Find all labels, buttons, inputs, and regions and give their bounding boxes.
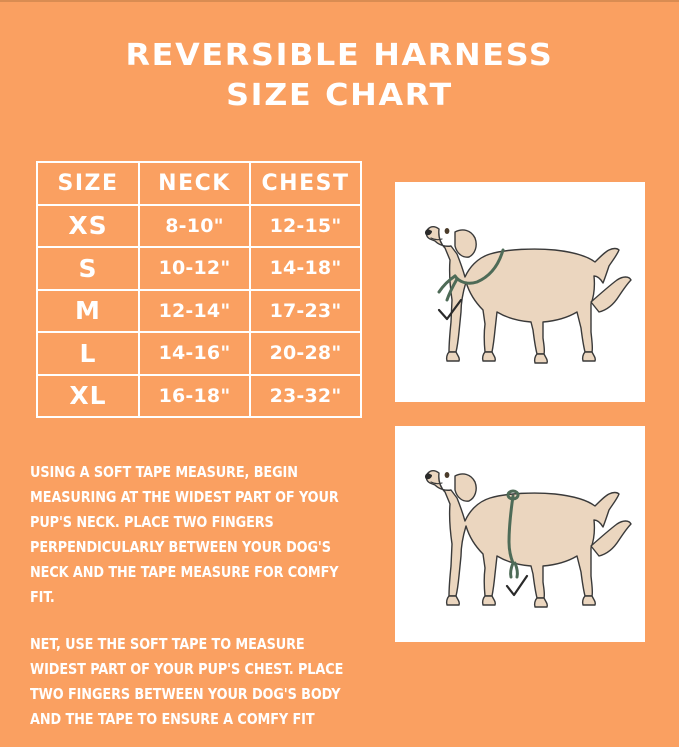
title-line-1: REVERSIBLE HARNESS (125, 38, 554, 73)
check-mark-icon (505, 574, 529, 597)
dog-chest-measurement-icon (424, 470, 632, 608)
instruction-paragraph-neck: USING A SOFT TAPE MEASURE, BEGIN MEASURI… (30, 463, 339, 607)
table-header-row: SIZE NECK CHEST (36, 161, 362, 206)
instructions-block: USING A SOFT TAPE MEASURE, BEGIN MEASURI… (30, 445, 375, 747)
cell-neck: 10-12" (138, 246, 251, 291)
cell-size: XL (36, 373, 140, 418)
cell-neck: 16-18" (138, 373, 251, 418)
cell-chest: 23-32" (249, 373, 362, 418)
table-row: M 12-14" 17-23" (36, 288, 362, 333)
cell-chest: 12-15" (249, 203, 362, 248)
table-row: L 14-16" 20-28" (36, 331, 362, 376)
check-mark-icon (437, 298, 463, 321)
dog-neck-measurement-icon (424, 226, 632, 364)
cell-chest: 20-28" (249, 331, 362, 376)
cell-chest: 17-23" (249, 288, 362, 333)
illustration-panel-neck (395, 182, 645, 402)
chest-tape-measure-icon (506, 489, 520, 579)
instruction-paragraph-chest: NET, USE THE SOFT TAPE TO MEASURE WIDEST… (30, 635, 344, 729)
cell-size: S (36, 246, 140, 291)
illustration-panel-chest (395, 426, 645, 642)
table-row: XS 8-10" 12-15" (36, 203, 362, 248)
column-header-size: SIZE (36, 161, 140, 206)
title-line-2: SIZE CHART (226, 78, 453, 113)
cell-neck: 12-14" (138, 288, 251, 333)
dog-nose-icon (424, 229, 432, 236)
dog-eye-icon (444, 228, 450, 234)
cell-size: XS (36, 203, 140, 248)
dog-nose-icon (424, 473, 432, 480)
cell-size: M (36, 288, 140, 333)
cell-chest: 14-18" (249, 246, 362, 291)
table-row: XL 16-18" 23-32" (36, 373, 362, 418)
dog-eye-icon (444, 472, 450, 478)
neck-tape-measure-icon (437, 248, 505, 302)
cell-size: L (36, 331, 140, 376)
cell-neck: 14-16" (138, 331, 251, 376)
table-row: S 10-12" 14-18" (36, 246, 362, 291)
column-header-chest: CHEST (249, 161, 362, 206)
cell-neck: 8-10" (138, 203, 251, 248)
column-header-neck: NECK (138, 161, 251, 206)
page-title: REVERSIBLE HARNESS SIZE CHART (0, 36, 679, 116)
size-chart-table: SIZE NECK CHEST XS 8-10" 12-15" S 10-12"… (36, 161, 362, 418)
